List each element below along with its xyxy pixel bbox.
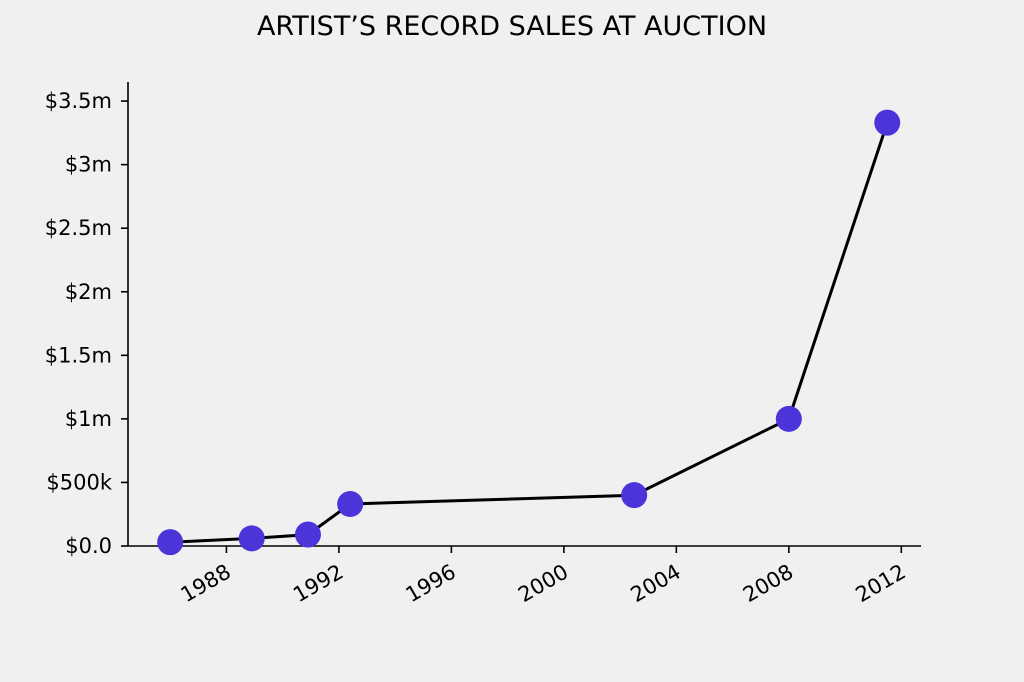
series	[157, 109, 901, 556]
x-tick-label: 2012	[852, 560, 910, 608]
x-tick-label: 1988	[177, 560, 235, 608]
x-tick-label: 1996	[402, 560, 460, 608]
x-tick-label: 2004	[627, 560, 685, 608]
data-point	[874, 109, 901, 136]
data-point	[157, 529, 184, 556]
y-tick-label: $2m	[65, 280, 112, 304]
series-line	[170, 122, 889, 544]
data-point	[238, 525, 265, 552]
x-tick-label: 1992	[289, 560, 347, 608]
y-tick-label: $1.5m	[45, 343, 112, 367]
data-point	[621, 482, 648, 509]
axes: $0.0 $500k $1m $1.5m $2m $2.5m $3m $3.5m 1988 199…	[45, 82, 921, 607]
data-point	[775, 405, 802, 432]
data-point	[337, 491, 364, 518]
y-tick-label: $3m	[65, 153, 112, 177]
y-tick-label: $3.5m	[45, 89, 112, 113]
y-tick-label: $500k	[46, 470, 112, 494]
chart-title: ARTIST’S RECORD SALES AT AUCTION	[257, 11, 767, 42]
y-tick-label: $2.5m	[45, 216, 112, 240]
x-tick-label: 2008	[739, 560, 797, 608]
y-tick-label: $0.0	[65, 534, 112, 558]
data-point	[294, 521, 321, 548]
x-tick-label: 2000	[514, 560, 572, 608]
y-tick-label: $1m	[65, 407, 112, 431]
